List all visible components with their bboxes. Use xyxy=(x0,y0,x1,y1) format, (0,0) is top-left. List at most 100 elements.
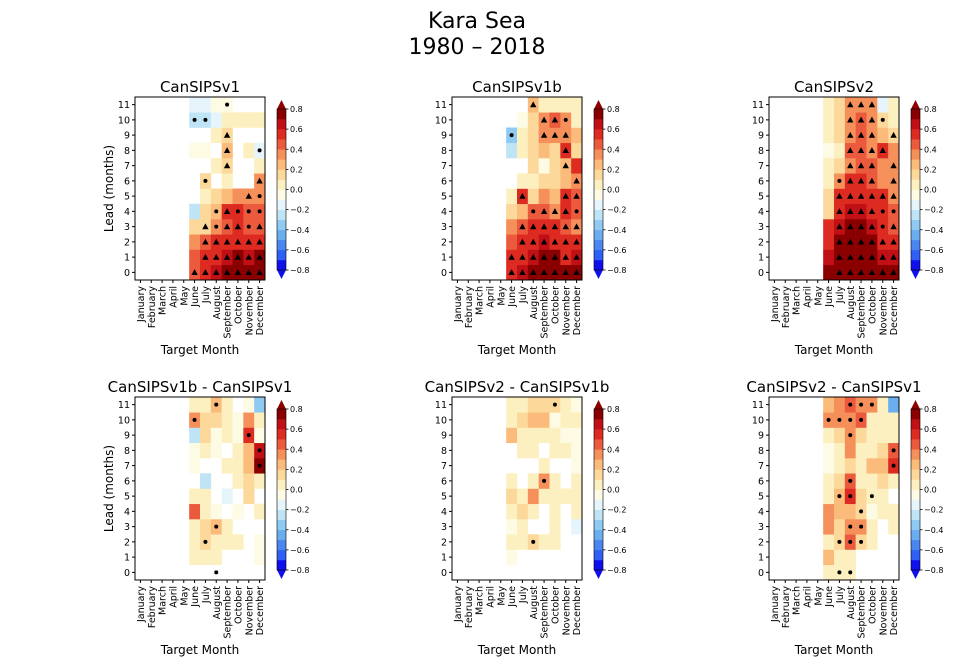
significance-dot xyxy=(257,448,262,453)
heatmap-cell xyxy=(221,188,233,205)
significance-triangle xyxy=(879,192,886,199)
colorbar-segment xyxy=(594,449,603,460)
significance-triangle xyxy=(551,269,559,275)
y-tick-label: 0 xyxy=(441,268,447,279)
significance-triangle xyxy=(879,147,886,153)
colorbar-tick-label: −0.4 xyxy=(924,226,943,235)
colorbar-segment xyxy=(277,219,286,231)
x-tick-label: December xyxy=(572,586,583,635)
significance-dot xyxy=(246,209,251,214)
significance-triangle xyxy=(868,162,876,169)
significance-dot xyxy=(257,209,262,214)
colorbar-tick-label: −0.6 xyxy=(924,546,943,555)
y-tick-label: 2 xyxy=(124,237,130,248)
colorbar-tick-label: 0.2 xyxy=(924,165,937,174)
y-tick-label: 4 xyxy=(124,207,130,218)
x-tick-label: February xyxy=(781,586,792,628)
colorbar-tick-label: −0.2 xyxy=(607,206,626,215)
heatmap-cell xyxy=(823,473,835,489)
colorbar-segment xyxy=(277,489,286,500)
y-tick-label: 0 xyxy=(124,268,130,279)
x-tick-label: July xyxy=(201,586,212,604)
significance-dot xyxy=(214,524,219,529)
colorbar-segment xyxy=(277,519,286,531)
x-tick-label: December xyxy=(255,586,266,635)
y-tick-label: 8 xyxy=(758,446,764,457)
heatmap-cell xyxy=(527,142,539,159)
heatmap-cell xyxy=(200,97,212,113)
x-tick-label: December xyxy=(889,286,900,335)
heatmap-cell xyxy=(877,442,889,459)
y-tick-label: 6 xyxy=(441,476,447,487)
significance-triangle xyxy=(857,253,865,260)
colorbar-tick-label: −0.8 xyxy=(924,566,943,575)
heatmap-cell xyxy=(560,442,572,459)
significance-dot xyxy=(848,433,853,438)
heatmap-cell xyxy=(823,264,835,281)
y-tick-label: 5 xyxy=(124,492,130,503)
heatmap-cell xyxy=(200,412,212,428)
heatmap-cell xyxy=(517,488,529,505)
significance-triangle xyxy=(223,223,231,230)
x-tick-label: June xyxy=(190,586,201,608)
significance-triangle xyxy=(573,238,580,245)
significance-triangle xyxy=(890,223,897,230)
x-tick-label: December xyxy=(255,286,266,335)
significance-triangle xyxy=(868,147,876,153)
y-tick-label: 11 xyxy=(118,400,130,411)
heatmap-cell xyxy=(888,503,900,520)
y-tick-label: 1 xyxy=(441,553,447,564)
significance-triangle xyxy=(890,162,897,169)
heatmap-cell xyxy=(200,442,212,459)
y-tick-label: 7 xyxy=(441,461,447,472)
significance-triangle xyxy=(847,131,854,138)
colorbar-segment xyxy=(911,469,920,480)
heatmap-cell xyxy=(210,442,222,459)
significance-triangle xyxy=(857,131,865,138)
heatmap-cell xyxy=(823,188,835,205)
heatmap-cell xyxy=(823,219,835,235)
heatmap-cell xyxy=(866,473,878,489)
y-tick-label: 3 xyxy=(758,222,764,233)
y-tick-label: 2 xyxy=(758,537,764,548)
heatmap-cell xyxy=(549,442,561,459)
y-tick-label: 3 xyxy=(124,222,130,233)
significance-triangle xyxy=(191,269,198,275)
x-axis-label: Target Month xyxy=(477,643,557,657)
heatmap-cell xyxy=(243,488,255,505)
heatmap-cell xyxy=(538,97,550,113)
colorbar-extend-high xyxy=(594,400,603,409)
significance-dot xyxy=(880,224,885,229)
x-tick-label: March xyxy=(475,286,486,315)
heatmap-cell xyxy=(823,519,835,535)
x-tick-label: March xyxy=(475,586,486,615)
panel-title: CanSIPSv2 xyxy=(794,78,874,96)
x-tick-label: February xyxy=(464,286,475,328)
heatmap-cell xyxy=(866,412,878,428)
heatmap-cell xyxy=(221,458,233,474)
heatmap-cell xyxy=(560,488,572,505)
y-tick-label: 3 xyxy=(758,522,764,533)
significance-triangle xyxy=(245,192,252,199)
heatmap-cell xyxy=(549,97,561,113)
plot-frame xyxy=(768,96,900,281)
significance-dot xyxy=(257,148,262,153)
significance-dot xyxy=(257,194,262,199)
colorbar-extend-high xyxy=(911,100,920,109)
x-tick-label: June xyxy=(824,286,835,308)
x-tick-label: April xyxy=(168,286,179,308)
colorbar-segment xyxy=(911,149,920,160)
x-tick-label: November xyxy=(561,586,572,636)
significance-dot xyxy=(859,417,864,422)
heatmap-cell xyxy=(834,97,846,113)
significance-dot xyxy=(880,117,885,122)
colorbar-tick-label: 0.0 xyxy=(924,186,937,195)
colorbar-segment xyxy=(277,139,286,150)
significance-triangle xyxy=(540,116,548,123)
significance-dot xyxy=(837,570,842,575)
significance-triangle xyxy=(256,253,263,260)
colorbar-segment xyxy=(277,529,286,541)
significance-triangle xyxy=(836,223,843,230)
significance-dot xyxy=(246,224,251,229)
heatmap-cell xyxy=(834,397,846,413)
